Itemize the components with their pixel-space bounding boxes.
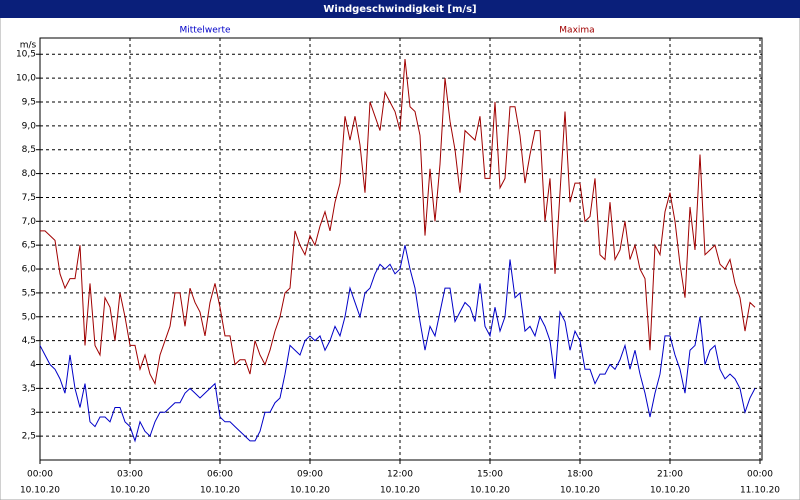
x-tick-label: 10.10.20 (200, 486, 240, 496)
x-tick-label: 21:00 (657, 470, 683, 480)
x-tick-label: 10.10.20 (380, 486, 420, 496)
x-tick-label: 10.10.20 (110, 486, 150, 496)
x-tick-label: 00:00 (27, 470, 53, 480)
plot-frame (39, 37, 763, 461)
x-tick-label: 09:00 (297, 470, 323, 480)
y-tick-label: 6,5 (22, 241, 36, 251)
y-tick-label: 8,5 (22, 145, 36, 155)
y-tick-label: 3 (30, 408, 36, 418)
y-axis-label: m/s (20, 41, 37, 51)
x-tick-label: 10.10.20 (650, 486, 690, 496)
x-tick-label: 15:00 (477, 470, 503, 480)
y-tick-label: 10,5 (16, 50, 36, 60)
x-tick-label: 12:00 (387, 470, 413, 480)
x-tick-label: 11.10.20 (740, 486, 780, 496)
data-line (40, 58, 756, 386)
x-tick-label: 10.10.20 (290, 486, 330, 496)
chart-title: Windgeschwindigkeit [m/s] (323, 4, 476, 15)
x-tick-label: 10.10.20 (560, 486, 600, 496)
y-tick-label: 9,0 (22, 121, 37, 131)
data-line (39, 245, 756, 443)
y-tick-label: 4,5 (22, 336, 36, 346)
grid (39, 38, 762, 460)
x-tick-label: 18:00 (567, 470, 593, 480)
x-tick-label: 00:00 (747, 470, 773, 480)
y-tick-label: 3,5 (22, 384, 36, 394)
y-tick-label: 4 (30, 360, 36, 370)
title-bar (0, 0, 800, 18)
y-tick-label: 6,0 (22, 265, 37, 275)
x-tick-label: 10.10.20 (470, 486, 510, 496)
y-tick-label: 7,5 (22, 193, 36, 203)
y-tick-label: 9,5 (22, 97, 36, 107)
y-tick-label: 7,0 (22, 217, 37, 227)
y-tick-label: 5,0 (22, 312, 37, 322)
legend-label: Mittelwerte (179, 26, 230, 36)
x-tick-label: 06:00 (207, 470, 233, 480)
x-tick-label: 10.10.20 (20, 486, 60, 496)
legend-label: Maxima (559, 26, 594, 36)
x-tick-label: 03:00 (117, 470, 143, 480)
y-tick-label: 2,5 (22, 432, 36, 442)
y-tick-label: 8,0 (22, 169, 37, 179)
y-tick-label: 5,5 (22, 288, 36, 298)
y-tick-label: 10,0 (16, 74, 36, 84)
